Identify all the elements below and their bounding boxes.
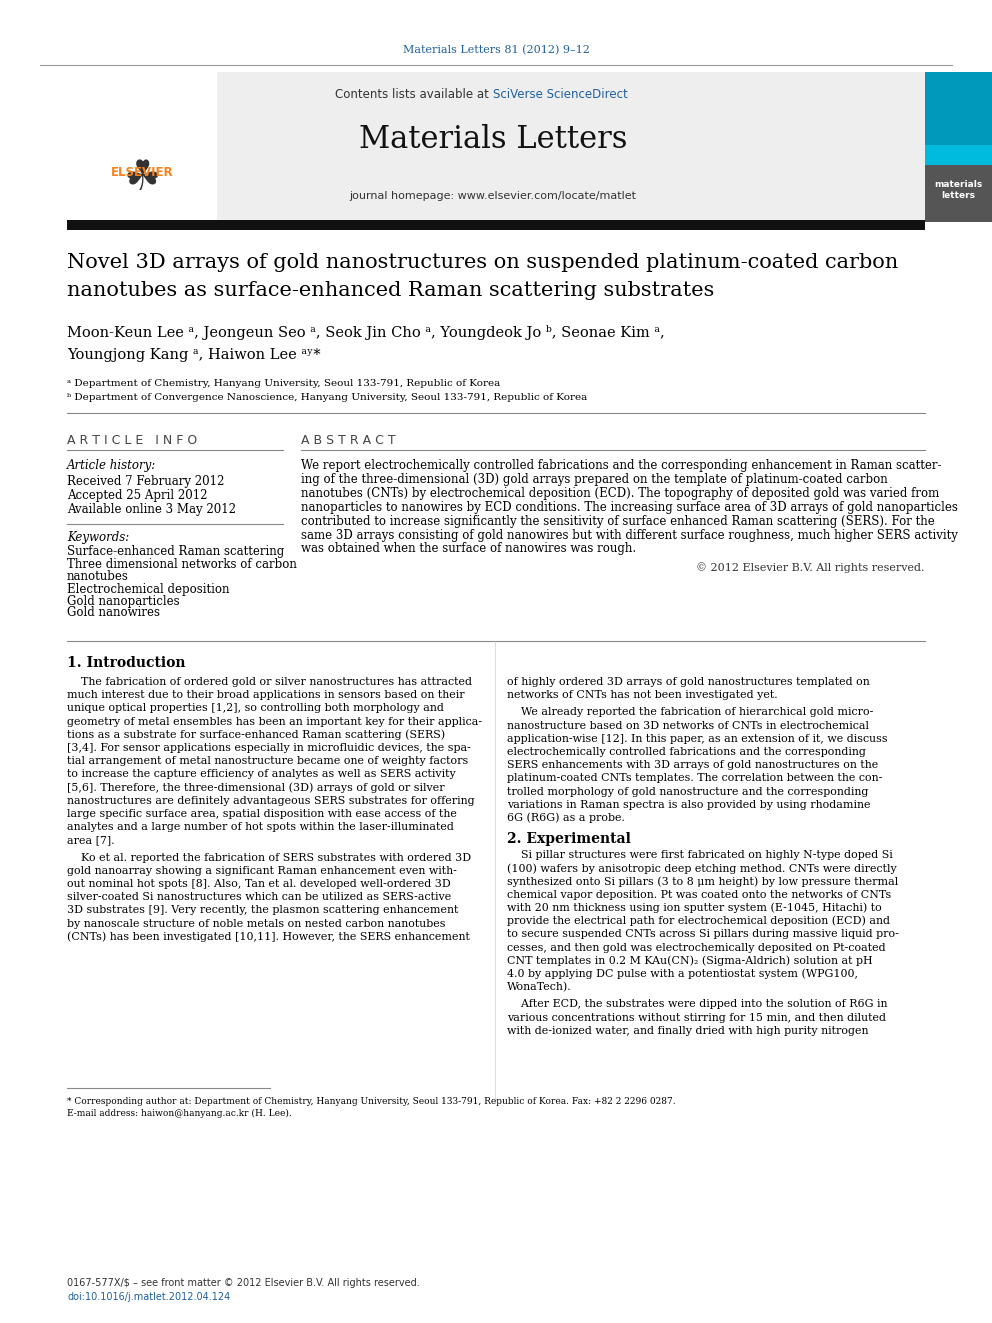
Text: various concentrations without stirring for 15 min, and then diluted: various concentrations without stirring … <box>507 1012 886 1023</box>
Text: After ECD, the substrates were dipped into the solution of R6G in: After ECD, the substrates were dipped in… <box>507 999 888 1009</box>
Text: application-wise [12]. In this paper, as an extension of it, we discuss: application-wise [12]. In this paper, as… <box>507 734 888 744</box>
Text: Article history:: Article history: <box>67 459 157 472</box>
Text: Ko et al. reported the fabrication of SERS substrates with ordered 3D: Ko et al. reported the fabrication of SE… <box>67 852 471 863</box>
Text: Youngjong Kang ᵃ, Haiwon Lee ᵃʸ*: Youngjong Kang ᵃ, Haiwon Lee ᵃʸ* <box>67 348 320 363</box>
Text: was obtained when the surface of nanowires was rough.: was obtained when the surface of nanowir… <box>301 542 636 556</box>
Text: Si pillar structures were first fabricated on highly N-type doped Si: Si pillar structures were first fabricat… <box>507 851 893 860</box>
Text: same 3D arrays consisting of gold nanowires but with different surface roughness: same 3D arrays consisting of gold nanowi… <box>301 528 958 541</box>
Text: * Corresponding author at: Department of Chemistry, Hanyang University, Seoul 13: * Corresponding author at: Department of… <box>67 1097 676 1106</box>
Text: 0167-577X/$ – see front matter © 2012 Elsevier B.V. All rights reserved.: 0167-577X/$ – see front matter © 2012 El… <box>67 1278 420 1289</box>
Text: The fabrication of ordered gold or silver nanostructures has attracted: The fabrication of ordered gold or silve… <box>67 677 472 687</box>
Text: trolled morphology of gold nanostructure and the corresponding: trolled morphology of gold nanostructure… <box>507 787 868 796</box>
FancyBboxPatch shape <box>925 71 992 222</box>
Text: Electrochemical deposition: Electrochemical deposition <box>67 582 229 595</box>
Text: analytes and a large number of hot spots within the laser-illuminated: analytes and a large number of hot spots… <box>67 822 454 832</box>
Text: Contents lists available at: Contents lists available at <box>335 87 493 101</box>
Text: 2. Experimental: 2. Experimental <box>507 832 631 847</box>
Text: to increase the capture efficiency of analytes as well as SERS activity: to increase the capture efficiency of an… <box>67 770 455 779</box>
Text: A B S T R A C T: A B S T R A C T <box>301 434 396 446</box>
Text: geometry of metal ensembles has been an important key for their applica-: geometry of metal ensembles has been an … <box>67 717 482 726</box>
Text: tial arrangement of metal nanostructure became one of weighty factors: tial arrangement of metal nanostructure … <box>67 757 468 766</box>
Text: chemical vapor deposition. Pt was coated onto the networks of CNTs: chemical vapor deposition. Pt was coated… <box>507 890 891 900</box>
Text: E-mail address: haiwon@hanyang.ac.kr (H. Lee).: E-mail address: haiwon@hanyang.ac.kr (H.… <box>67 1109 292 1118</box>
FancyBboxPatch shape <box>925 146 992 165</box>
Text: ELSEVIER: ELSEVIER <box>111 165 174 179</box>
FancyBboxPatch shape <box>67 220 925 230</box>
Text: SERS enhancements with 3D arrays of gold nanostructures on the: SERS enhancements with 3D arrays of gold… <box>507 761 878 770</box>
Text: ing of the three-dimensional (3D) gold arrays prepared on the template of platin: ing of the three-dimensional (3D) gold a… <box>301 474 888 487</box>
Text: area [7].: area [7]. <box>67 835 115 845</box>
Text: doi:10.1016/j.matlet.2012.04.124: doi:10.1016/j.matlet.2012.04.124 <box>67 1293 230 1302</box>
Text: [3,4]. For sensor applications especially in microfluidic devices, the spa-: [3,4]. For sensor applications especiall… <box>67 744 471 753</box>
Text: nanotubes as surface-enhanced Raman scattering substrates: nanotubes as surface-enhanced Raman scat… <box>67 282 714 300</box>
Text: 1. Introduction: 1. Introduction <box>67 656 186 669</box>
Text: WonaTech).: WonaTech). <box>507 982 571 992</box>
Text: materials
letters: materials letters <box>933 180 982 200</box>
Text: A R T I C L E   I N F O: A R T I C L E I N F O <box>67 434 197 446</box>
Text: gold nanoarray showing a significant Raman enhancement even with-: gold nanoarray showing a significant Ram… <box>67 865 457 876</box>
Text: platinum-coated CNTs templates. The correlation between the con-: platinum-coated CNTs templates. The corr… <box>507 774 882 783</box>
FancyBboxPatch shape <box>67 71 217 222</box>
Text: synthesized onto Si pillars (3 to 8 μm height) by low pressure thermal: synthesized onto Si pillars (3 to 8 μm h… <box>507 876 898 886</box>
Text: [5,6]. Therefore, the three-dimensional (3D) arrays of gold or silver: [5,6]. Therefore, the three-dimensional … <box>67 782 444 792</box>
Text: out nominal hot spots [8]. Also, Tan et al. developed well-ordered 3D: out nominal hot spots [8]. Also, Tan et … <box>67 878 450 889</box>
Text: Accepted 25 April 2012: Accepted 25 April 2012 <box>67 488 207 501</box>
Text: of highly ordered 3D arrays of gold nanostructures templated on: of highly ordered 3D arrays of gold nano… <box>507 677 870 687</box>
Text: unique optical properties [1,2], so controlling both morphology and: unique optical properties [1,2], so cont… <box>67 704 443 713</box>
Text: nanoparticles to nanowires by ECD conditions. The increasing surface area of 3D : nanoparticles to nanowires by ECD condit… <box>301 501 958 513</box>
Text: Keywords:: Keywords: <box>67 531 129 544</box>
Text: Novel 3D arrays of gold nanostructures on suspended platinum-coated carbon: Novel 3D arrays of gold nanostructures o… <box>67 254 898 273</box>
Text: ☘: ☘ <box>123 157 161 198</box>
Text: (100) wafers by anisotropic deep etching method. CNTs were directly: (100) wafers by anisotropic deep etching… <box>507 863 897 873</box>
Text: © 2012 Elsevier B.V. All rights reserved.: © 2012 Elsevier B.V. All rights reserved… <box>696 562 925 573</box>
Text: with de-ionized water, and finally dried with high purity nitrogen: with de-ionized water, and finally dried… <box>507 1025 869 1036</box>
Text: Materials Letters: Materials Letters <box>359 124 627 156</box>
Text: nanostructure based on 3D networks of CNTs in electrochemical: nanostructure based on 3D networks of CN… <box>507 721 869 730</box>
Text: by nanoscale structure of noble metals on nested carbon nanotubes: by nanoscale structure of noble metals o… <box>67 918 445 929</box>
Text: large specific surface area, spatial disposition with ease access of the: large specific surface area, spatial dis… <box>67 808 457 819</box>
Text: We already reported the fabrication of hierarchical gold micro-: We already reported the fabrication of h… <box>507 708 873 717</box>
Text: with 20 nm thickness using ion sputter system (E-1045, Hitachi) to: with 20 nm thickness using ion sputter s… <box>507 902 882 913</box>
Text: Three dimensional networks of carbon: Three dimensional networks of carbon <box>67 557 297 570</box>
Text: Gold nanoparticles: Gold nanoparticles <box>67 594 180 607</box>
Text: Available online 3 May 2012: Available online 3 May 2012 <box>67 503 236 516</box>
Text: Materials Letters 81 (2012) 9–12: Materials Letters 81 (2012) 9–12 <box>403 45 589 56</box>
Text: provide the electrical path for electrochemical deposition (ECD) and: provide the electrical path for electroc… <box>507 916 890 926</box>
Text: We report electrochemically controlled fabrications and the corresponding enhanc: We report electrochemically controlled f… <box>301 459 941 472</box>
Text: variations in Raman spectra is also provided by using rhodamine: variations in Raman spectra is also prov… <box>507 800 871 810</box>
Text: silver-coated Si nanostructures which can be utilized as SERS-active: silver-coated Si nanostructures which ca… <box>67 892 451 902</box>
Text: contributed to increase significantly the sensitivity of surface enhanced Raman : contributed to increase significantly th… <box>301 515 934 528</box>
Text: nanotubes (CNTs) by electrochemical deposition (ECD). The topography of deposite: nanotubes (CNTs) by electrochemical depo… <box>301 487 939 500</box>
Text: Received 7 February 2012: Received 7 February 2012 <box>67 475 224 487</box>
Text: Surface-enhanced Raman scattering: Surface-enhanced Raman scattering <box>67 545 285 557</box>
Text: 4.0 by applying DC pulse with a potentiostat system (WPG100,: 4.0 by applying DC pulse with a potentio… <box>507 968 858 979</box>
Text: networks of CNTs has not been investigated yet.: networks of CNTs has not been investigat… <box>507 691 778 700</box>
Text: (CNTs) has been investigated [10,11]. However, the SERS enhancement: (CNTs) has been investigated [10,11]. Ho… <box>67 931 470 942</box>
Text: 6G (R6G) as a probe.: 6G (R6G) as a probe. <box>507 812 625 823</box>
Text: much interest due to their broad applications in sensors based on their: much interest due to their broad applica… <box>67 691 464 700</box>
Text: CNT templates in 0.2 M KAu(CN)₂ (Sigma-Aldrich) solution at pH: CNT templates in 0.2 M KAu(CN)₂ (Sigma-A… <box>507 955 873 966</box>
Text: 3D substrates [9]. Very recently, the plasmon scattering enhancement: 3D substrates [9]. Very recently, the pl… <box>67 905 458 916</box>
FancyBboxPatch shape <box>67 71 925 222</box>
Text: electrochemically controlled fabrications and the corresponding: electrochemically controlled fabrication… <box>507 747 866 757</box>
Text: cesses, and then gold was electrochemically deposited on Pt-coated: cesses, and then gold was electrochemica… <box>507 942 886 953</box>
Text: ᵃ Department of Chemistry, Hanyang University, Seoul 133-791, Republic of Korea: ᵃ Department of Chemistry, Hanyang Unive… <box>67 378 500 388</box>
Text: nanostructures are definitely advantageous SERS substrates for offering: nanostructures are definitely advantageo… <box>67 796 474 806</box>
FancyBboxPatch shape <box>925 153 992 222</box>
Text: Moon-Keun Lee ᵃ, Jeongeun Seo ᵃ, Seok Jin Cho ᵃ, Youngdeok Jo ᵇ, Seonae Kim ᵃ,: Moon-Keun Lee ᵃ, Jeongeun Seo ᵃ, Seok Ji… <box>67 325 665 340</box>
Text: nanotubes: nanotubes <box>67 570 129 583</box>
Text: tions as a substrate for surface-enhanced Raman scattering (SERS): tions as a substrate for surface-enhance… <box>67 729 445 740</box>
Text: to secure suspended CNTs across Si pillars during massive liquid pro-: to secure suspended CNTs across Si pilla… <box>507 929 899 939</box>
Text: ᵇ Department of Convergence Nanoscience, Hanyang University, Seoul 133-791, Repu: ᵇ Department of Convergence Nanoscience,… <box>67 393 587 401</box>
Text: journal homepage: www.elsevier.com/locate/matlet: journal homepage: www.elsevier.com/locat… <box>349 191 637 201</box>
Text: SciVerse ScienceDirect: SciVerse ScienceDirect <box>493 87 628 101</box>
Text: Gold nanowires: Gold nanowires <box>67 606 160 619</box>
